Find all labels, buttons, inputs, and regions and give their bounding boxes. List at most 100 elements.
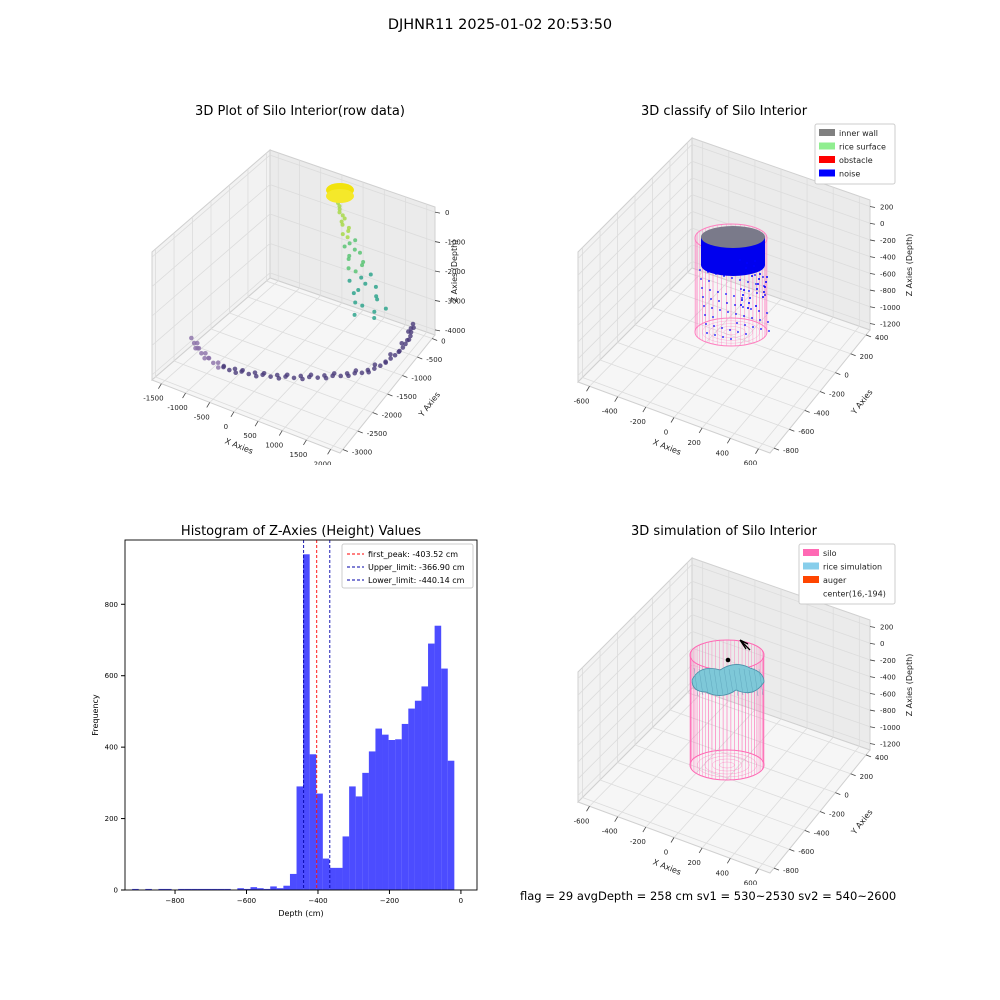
x-tick-mark [726, 438, 731, 444]
x-tick-label: 0 [664, 429, 668, 437]
y-tick-mark [835, 372, 841, 376]
z-tick-mark [869, 692, 876, 695]
rice-simulation-surface [691, 664, 765, 697]
x-tick-mark [670, 417, 675, 423]
z-tick-label: 0 [880, 220, 884, 228]
y-tick-mark [819, 811, 826, 814]
z-tick-mark [869, 272, 876, 275]
histogram-bar [217, 888, 225, 890]
classify-plot-title: 3D classify of Silo Interior [640, 104, 808, 119]
histogram-bar [342, 836, 350, 890]
y-tick-mark [342, 449, 348, 452]
z-tick-mark [434, 300, 441, 302]
y-tick-mark [865, 334, 872, 338]
z-tick-mark [869, 676, 876, 679]
z-tick-label: 200 [880, 204, 893, 212]
y-axis-label: Y Axies [849, 388, 875, 417]
raw-3d-plot: -1500 -1000 -500 0 500 1000 1500 2000 0 -500 -1000… [143, 148, 465, 465]
z-tick-mark [869, 626, 876, 628]
x-tick-label: 400 [716, 449, 729, 457]
histogram-bar [191, 888, 198, 890]
histogram-bar [237, 888, 244, 890]
z-tick-label: -1000 [880, 724, 900, 732]
histogram-bar [309, 754, 317, 890]
histogram-bar [224, 888, 231, 890]
y-tick-mark [850, 353, 856, 357]
z-tick-label: -2000 [445, 268, 465, 276]
x-tick-mark [698, 427, 703, 434]
histogram-bar [270, 886, 277, 890]
x-axis-label: X Axies [652, 437, 683, 456]
y-tick-label: 800 [105, 601, 118, 609]
histogram-bar [211, 888, 218, 890]
y-tick-label: -800 [783, 447, 799, 455]
y-tick-mark [804, 409, 810, 413]
z-tick-label: -200 [880, 237, 896, 245]
histogram-bar [368, 751, 376, 890]
y-tick-label: -600 [798, 428, 814, 436]
z-tick-label: -600 [880, 690, 896, 698]
y-tick-label: -400 [814, 829, 830, 837]
y-tick-label: -1000 [411, 375, 431, 383]
y-tick-label: 200 [105, 815, 118, 823]
x-tick-mark [206, 402, 211, 408]
z-tick-mark [869, 659, 876, 662]
legend-swatch [803, 549, 819, 556]
z-tick-mark [869, 743, 876, 745]
x-tick-mark [327, 449, 331, 455]
x-tick-label: -200 [630, 838, 646, 846]
histogram-bar [375, 728, 383, 890]
histogram-bar [204, 888, 212, 890]
x-tick-mark [586, 806, 590, 812]
z-tick-mark [869, 306, 876, 309]
histogram-title: Histogram of Z-Axies (Height) Values [180, 524, 422, 539]
z-tick-mark [869, 709, 876, 712]
status-footer: flag = 29 avgDepth = 258 cm sv1 = 530~25… [520, 889, 897, 903]
histogram-legend: first_peak: -403.52 cm Upper_limit: -366.… [341, 543, 474, 589]
z-tick-mark [869, 323, 876, 325]
z-tick-label: -400 [880, 674, 896, 682]
z-tick-label: -1200 [880, 741, 900, 749]
x-tick-mark [614, 816, 619, 822]
y-tick-mark [789, 848, 795, 852]
y-tick-label: 400 [105, 744, 118, 752]
classify-3d-plot: -600 -400 -200 0 200 400 600 400 200 0 -200 -400 -60… [574, 123, 914, 465]
x-tick-mark [755, 448, 759, 454]
x-tick-mark [254, 420, 259, 427]
legend-swatch [819, 156, 835, 163]
x-tick-label: -500 [194, 413, 210, 421]
legend-label: silo [823, 549, 837, 558]
z-tick-label: -1200 [880, 321, 900, 329]
histogram-bar [322, 858, 330, 890]
inner-wall-points [701, 226, 765, 248]
y-tick-mark [804, 829, 810, 833]
z-tick-mark [434, 241, 441, 243]
y-tick-mark [835, 792, 841, 796]
histogram-bar [434, 625, 442, 890]
histogram-bar [178, 888, 185, 890]
x-tick-label: -600 [574, 817, 590, 825]
floor-pane [577, 687, 871, 874]
histogram-bar [414, 700, 422, 890]
x-tick-label: -1500 [143, 395, 163, 403]
x-tick-mark [303, 439, 307, 446]
raw-points [189, 183, 416, 382]
x-tick-label: 0 [664, 849, 668, 857]
y-tick-label: 400 [875, 754, 888, 762]
plot-frame [124, 539, 478, 891]
auger-arrow-icon [739, 639, 751, 651]
histogram-bar [132, 888, 139, 890]
floor-pane [577, 267, 871, 454]
histogram-bar [335, 867, 343, 890]
classify-points [699, 226, 770, 340]
x-tick-mark [698, 847, 703, 854]
x-tick-mark [642, 826, 647, 833]
z-tick-label: -3000 [445, 297, 465, 305]
y-tick-mark [773, 447, 780, 451]
y-tick-label: 0 [441, 338, 445, 346]
y-tick-mark [372, 412, 378, 415]
z-tick-mark [869, 642, 876, 645]
x-tick-mark [586, 386, 590, 392]
legend-swatch [819, 142, 835, 150]
z-tick-mark [869, 222, 876, 225]
